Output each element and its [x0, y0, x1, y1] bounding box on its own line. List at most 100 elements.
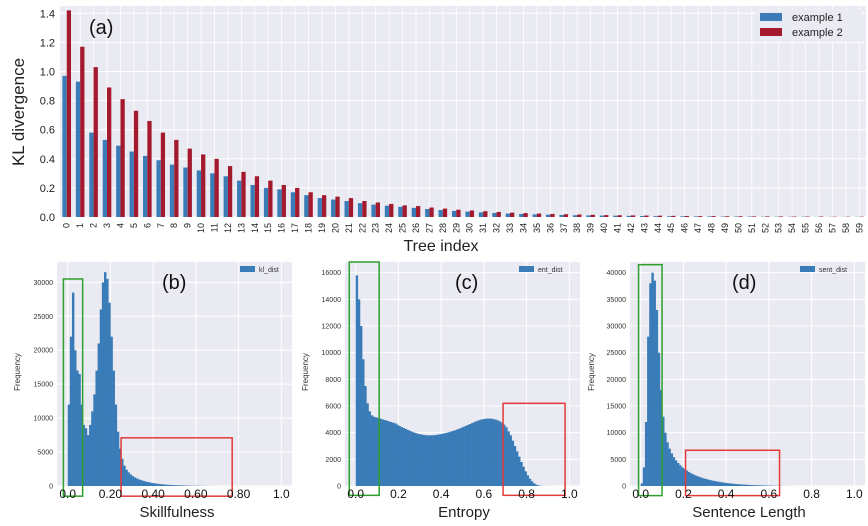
panel-b-hist-bin — [138, 480, 140, 486]
panel-b-hist-bin — [172, 485, 174, 486]
panel-b-hist-bin — [128, 472, 130, 486]
panel-b-y-tick-label: 25000 — [34, 314, 54, 321]
panel-d-hist-bin — [658, 353, 660, 486]
panel-c-hist-bin — [390, 422, 392, 486]
panel-c-hist-bin — [373, 417, 375, 486]
panel-d-hist-bin — [741, 484, 743, 486]
panel-a-x-tick-label: 34 — [518, 223, 528, 233]
bar-example-1-tree-38 — [573, 215, 577, 217]
panel-c-hist-bin — [407, 430, 409, 486]
panel-d-hist-bin — [715, 481, 717, 486]
panel-b-hist-bin — [87, 435, 89, 486]
panel-a-y-tick-label: 1.2 — [40, 37, 55, 49]
panel-c-label: (c) — [455, 272, 478, 294]
bar-example-1-tree-30 — [465, 212, 469, 217]
bar-example-2-tree-38 — [577, 215, 581, 217]
legend-swatch-example-1 — [760, 13, 782, 21]
bar-example-1-tree-33 — [506, 214, 510, 217]
bar-example-2-tree-6 — [147, 121, 151, 217]
panel-a-x-axis-label: Tree index — [404, 238, 479, 255]
bar-example-2-tree-53 — [779, 216, 783, 217]
panel-a-x-tick-label: 46 — [680, 223, 690, 233]
panel-d-y-tick-label: 25000 — [607, 350, 627, 357]
bar-example-1-tree-25 — [398, 207, 402, 217]
panel-c-hist-bin — [435, 435, 437, 486]
panel-d-hist-bin — [711, 481, 713, 486]
panel-a-x-tick-label: 32 — [492, 223, 502, 233]
panel-b-y-tick-label: 20000 — [34, 348, 54, 355]
panel-a-x-tick-label: 26 — [411, 223, 421, 233]
panel-d-x-tick-label: 0.6 — [761, 487, 778, 501]
panel-b-hist-bin — [110, 337, 112, 486]
panel-b-hist-bin — [162, 484, 164, 486]
panel-a-x-tick-label: 2 — [89, 223, 99, 228]
panel-a-x-tick-label: 49 — [720, 223, 730, 233]
panel-c-hist-bin — [490, 419, 492, 486]
panel-a-x-tick-label: 44 — [653, 223, 663, 233]
panel-b-hist-bin — [166, 485, 168, 486]
panel-b-hist-bin — [76, 371, 78, 486]
bar-example-1-tree-34 — [519, 214, 523, 217]
panel-a-x-tick-label: 28 — [438, 223, 448, 233]
panel-d-hist-bin — [737, 484, 739, 486]
panel-a-x-tick-label: 50 — [733, 223, 743, 233]
panel-b-y-tick-label: 0 — [49, 484, 53, 491]
panel-c-legend-label: ent_dist — [538, 267, 563, 274]
bar-example-1-tree-5 — [130, 152, 134, 217]
bar-example-1-tree-16 — [277, 189, 281, 217]
panel-a-x-tick-label: 59 — [854, 223, 864, 233]
panel-c-hist-bin — [405, 429, 407, 486]
panel-c-hist-bin — [426, 435, 428, 486]
panel-c-hist-bin — [497, 420, 499, 486]
bar-example-2-tree-8 — [174, 140, 178, 217]
panel-c-hist-bin — [473, 422, 475, 486]
bar-example-2-tree-24 — [389, 204, 393, 217]
panel-b-y-axis-label: Frequency — [13, 353, 22, 391]
panel-c-hist-bin — [422, 435, 424, 486]
panel-c-hist-bin — [488, 419, 490, 486]
panel-a-x-tick-label: 41 — [612, 223, 622, 233]
panel-c-hist-bin — [456, 429, 458, 486]
legend-swatch-example-2 — [760, 28, 782, 36]
panel-c-hist-bin — [529, 479, 531, 486]
panel-d-hist-bin — [643, 467, 645, 486]
panel-d-hist-bin — [709, 480, 711, 486]
panel-a-x-tick-label: 51 — [747, 223, 757, 233]
panel-c-hist-bin — [358, 299, 360, 486]
panel-c-hist-bin — [443, 433, 445, 486]
panel-c-x-tick-label: 0.4 — [433, 487, 450, 501]
panel-b-hist-bin — [151, 483, 153, 486]
panel-d-hist-bin — [692, 474, 694, 486]
panel-a-x-tick-label: 21 — [344, 223, 354, 233]
panel-b-hist-bin — [74, 350, 76, 486]
panel-c-hist-bin — [433, 435, 435, 486]
bar-example-2-tree-0 — [67, 10, 71, 217]
panel-c-hist-bin — [458, 429, 460, 486]
panel-c-hist-bin — [505, 427, 507, 486]
panel-b-hist-bin — [91, 411, 93, 486]
panel-c-hist-bin — [499, 421, 501, 486]
panel-b-hist-bin — [125, 470, 127, 486]
panel-b-hist-bin — [153, 483, 155, 486]
bar-example-1-tree-46 — [680, 216, 684, 217]
panel-c-hist-bin — [411, 432, 413, 486]
bar-example-2-tree-12 — [228, 166, 232, 217]
panel-d-legend-swatch — [800, 266, 815, 272]
bar-example-2-tree-28 — [443, 209, 447, 217]
bar-example-2-tree-50 — [738, 216, 742, 217]
panel-d-y-tick-label: 0 — [622, 484, 626, 491]
panel-c-hist-bin — [403, 428, 405, 486]
panel-b-hist-bin — [89, 425, 91, 486]
panel-a-y-axis-label: KL divergence — [9, 58, 28, 166]
panel-c-hist-bin — [469, 424, 471, 486]
panel-d-sentence-length-histogram: 0500010000150002000025000300003500040000… — [587, 262, 865, 521]
panel-b-hist-bin — [130, 474, 132, 486]
panel-a-x-tick-label: 56 — [814, 223, 824, 233]
panel-d-hist-bin — [701, 478, 703, 486]
bar-example-1-tree-32 — [492, 213, 496, 217]
panel-a-x-tick-label: 9 — [183, 223, 193, 228]
panel-c-hist-bin — [467, 425, 469, 486]
panel-c-hist-bin — [371, 415, 373, 486]
